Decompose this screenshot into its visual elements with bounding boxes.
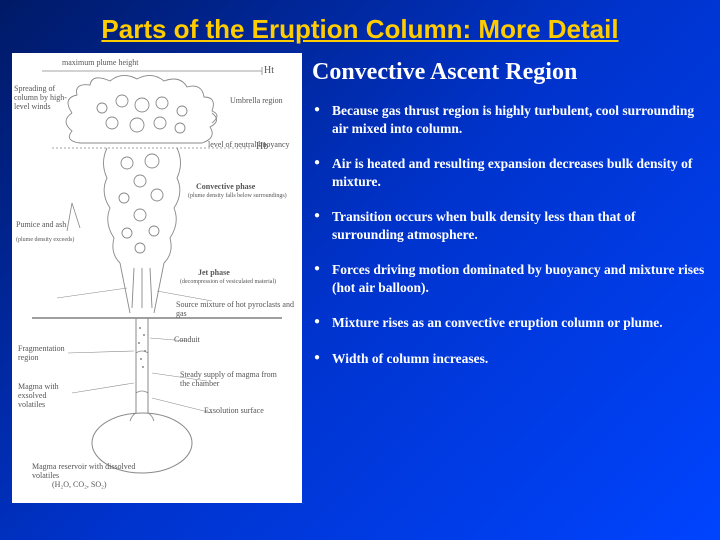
label-pumice: Pumice and ash	[16, 221, 76, 230]
subtitle: Convective Ascent Region	[312, 59, 708, 86]
content-area: maximum plume height Ht Umbrella region …	[0, 53, 720, 503]
label-source: Source mixture of hot pyroclasts and gas	[176, 301, 296, 319]
bullet-list: Because gas thrust region is highly turb…	[312, 102, 708, 367]
label-magma-supply: Steady supply of magma from the chamber	[180, 371, 280, 389]
bullet-item: Forces driving motion dominated by buoya…	[312, 261, 708, 296]
label-spreading: Spreading of column by high-level winds	[14, 85, 70, 111]
label-conduit: Conduit	[174, 336, 200, 345]
label-ht: Ht	[264, 65, 274, 76]
text-region: Convective Ascent Region Because gas thr…	[312, 53, 708, 503]
label-exsolution: Exsolution surface	[204, 407, 264, 416]
bullet-item: Width of column increases.	[312, 350, 708, 368]
label-convective-sub: (plume density falls below surroundings)	[188, 193, 298, 200]
label-jet: Jet phase	[198, 269, 230, 278]
label-convective: Convective phase	[196, 183, 255, 192]
label-neutral: level of neutral buoyancy	[208, 141, 290, 150]
label-jet-sub: (decompression of vesiculated material)	[180, 279, 300, 286]
label-umbrella: Umbrella region	[230, 97, 290, 106]
label-fragmentation: Fragmentation region	[18, 345, 72, 363]
bullet-item: Because gas thrust region is highly turb…	[312, 102, 708, 137]
label-pumice-sub: (plume density exceeds)	[16, 237, 86, 244]
eruption-diagram: maximum plume height Ht Umbrella region …	[12, 53, 302, 503]
slide-title: Parts of the Eruption Column: More Detai…	[0, 0, 720, 53]
label-hb: Hb	[256, 141, 268, 152]
bullet-item: Mixture rises as an convective eruption …	[312, 314, 708, 332]
bullet-item: Transition occurs when bulk density less…	[312, 208, 708, 243]
label-magma-exsolved: Magma with exsolved volatiles	[18, 383, 74, 409]
bullet-item: Air is heated and resulting expansion de…	[312, 155, 708, 190]
label-reservoir: Magma reservoir with dissolved volatiles	[32, 463, 142, 481]
label-top: maximum plume height	[62, 59, 138, 68]
label-reservoir-sub: (H₂O, CO₂, SO₂)	[52, 481, 107, 490]
